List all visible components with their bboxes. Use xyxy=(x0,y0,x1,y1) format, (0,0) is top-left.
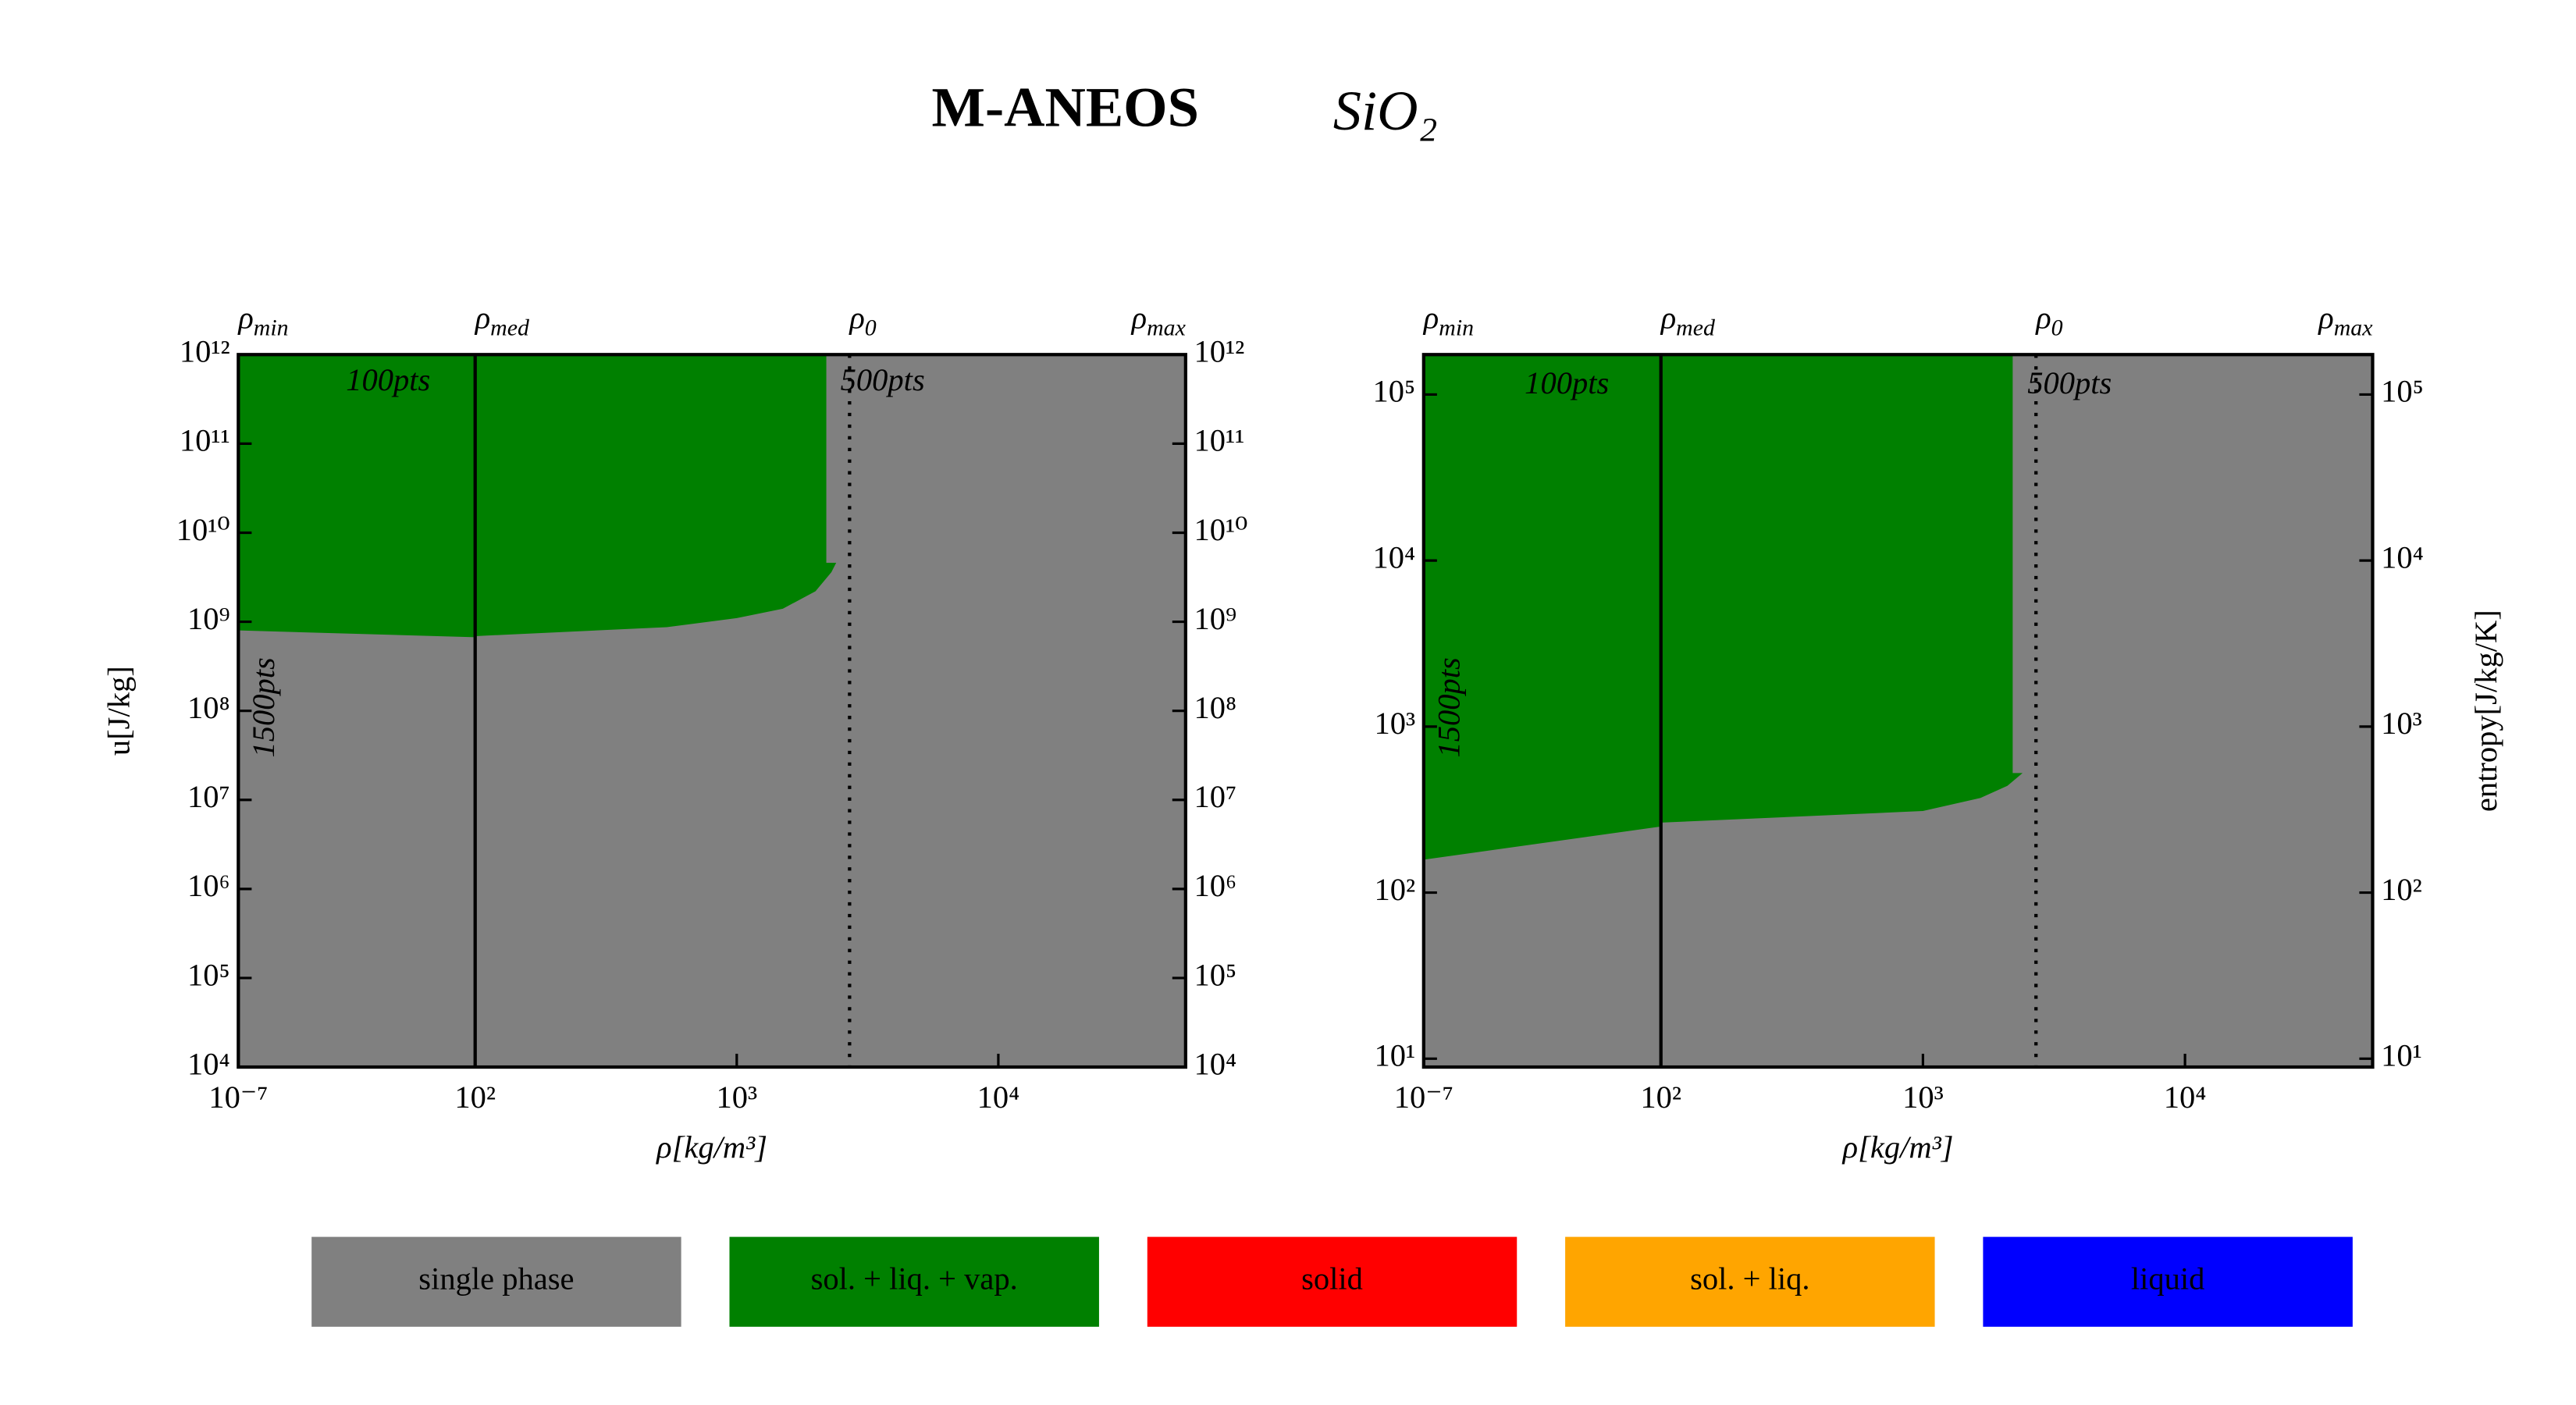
x-tick-label: 10⁴ xyxy=(977,1080,1020,1115)
y-tick-label: 10⁶ xyxy=(187,868,230,903)
phase-region xyxy=(1660,354,2023,823)
y-tick-label: 10³ xyxy=(1374,706,1415,741)
y-tick-label: 10⁴ xyxy=(1372,539,1415,574)
annotation: 100pts xyxy=(346,362,430,397)
legend-swatch xyxy=(1983,1236,2353,1327)
marker-label: ρmed xyxy=(1660,301,1715,340)
y-tick-label: 10¹¹ xyxy=(180,423,230,458)
y2-tick-label: 10⁹ xyxy=(1194,601,1237,636)
marker-label: ρmed xyxy=(474,301,529,340)
y2-tick-label: 10¹ xyxy=(2381,1038,2422,1073)
marker-label: ρ0 xyxy=(848,301,876,340)
marker-label: ρmin xyxy=(1422,301,1474,340)
y2-tick-label: 10¹⁰ xyxy=(1194,512,1248,547)
annotation: 1500pts xyxy=(1431,657,1466,757)
annotation: 100pts xyxy=(1525,365,1609,400)
y2-tick-label: 10⁵ xyxy=(1194,957,1237,992)
y-axis-label: entropy[J/kg/K] xyxy=(2468,610,2503,812)
legend-swatch xyxy=(1147,1236,1517,1327)
y-tick-label: 10⁸ xyxy=(187,690,230,725)
title: M-ANEOS xyxy=(932,76,1199,139)
legend-swatch xyxy=(729,1236,1099,1327)
title-math: SiO₂ xyxy=(1333,79,1438,142)
x-tick-label: 10³ xyxy=(716,1080,757,1115)
legend-label: sol. + liq. xyxy=(1690,1261,1809,1296)
y-tick-label: 10⁵ xyxy=(1372,374,1415,409)
y2-tick-label: 10⁴ xyxy=(2381,539,2424,574)
y-tick-label: 10⁹ xyxy=(187,601,230,636)
y-tick-label: 10¹ xyxy=(1374,1038,1415,1073)
marker-label: ρmin xyxy=(237,301,288,340)
legend-swatch xyxy=(1565,1236,1935,1327)
x-tick-label: 10² xyxy=(454,1080,496,1115)
y2-tick-label: 10⁷ xyxy=(1194,779,1237,814)
y-tick-label: 10⁵ xyxy=(187,957,230,992)
y2-tick-label: 10³ xyxy=(2381,706,2422,741)
annotation: 500pts xyxy=(841,362,925,397)
x-axis-label: ρ[kg/m³] xyxy=(1841,1129,1954,1165)
y-tick-label: 10⁷ xyxy=(187,779,230,814)
y2-tick-label: 10⁶ xyxy=(1194,868,1237,903)
x-tick-label: 10³ xyxy=(1902,1080,1944,1115)
y-tick-label: 10⁴ xyxy=(187,1046,230,1081)
marker-label: ρmax xyxy=(2317,301,2373,340)
plot-frame xyxy=(1421,353,2375,1069)
annotation: 500pts xyxy=(2027,365,2112,400)
x-tick-label: 10⁴ xyxy=(2164,1080,2207,1115)
marker-label: ρmax xyxy=(1130,301,1187,340)
phase-region xyxy=(238,354,475,638)
marker-label: ρ0 xyxy=(2034,301,2062,340)
x-tick-label: 10² xyxy=(1640,1080,1681,1115)
y2-tick-label: 10¹² xyxy=(1194,334,1245,369)
y2-tick-label: 10⁴ xyxy=(1194,1046,1237,1081)
y2-tick-label: 10⁸ xyxy=(1194,690,1237,725)
legend-label: sol. + liq. + vap. xyxy=(811,1261,1018,1296)
legend-label: single phase xyxy=(418,1261,574,1296)
y-axis-label: u[J/kg] xyxy=(101,666,136,756)
legend-label: solid xyxy=(1301,1261,1363,1296)
x-axis-label: ρ[kg/m³] xyxy=(655,1129,767,1165)
x-tick-label: 10⁻⁷ xyxy=(1394,1080,1453,1115)
y-tick-label: 10¹² xyxy=(180,334,230,369)
y2-tick-label: 10² xyxy=(2381,872,2422,907)
y-tick-label: 10¹⁰ xyxy=(176,512,230,547)
annotation: 1500pts xyxy=(246,657,281,757)
phase-region xyxy=(475,354,837,636)
phase-region xyxy=(1423,354,1661,860)
y-tick-label: 10² xyxy=(1374,872,1415,907)
x-tick-label: 10⁻⁷ xyxy=(208,1080,268,1115)
legend-label: liquid xyxy=(2131,1261,2205,1296)
y2-tick-label: 10⁵ xyxy=(2381,374,2424,409)
legend-swatch xyxy=(311,1236,681,1327)
y2-tick-label: 10¹¹ xyxy=(1194,423,1245,458)
